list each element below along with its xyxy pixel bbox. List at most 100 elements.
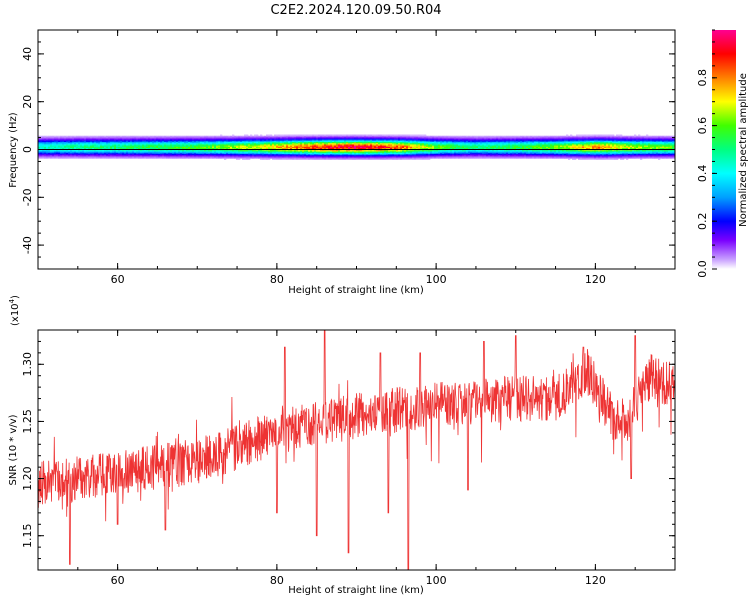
heat-cell bbox=[320, 134, 323, 137]
heat-cell bbox=[164, 146, 167, 149]
heat-cell bbox=[282, 145, 285, 147]
heat-cell bbox=[230, 144, 233, 146]
heat-cell bbox=[136, 144, 139, 146]
heat-cell bbox=[92, 142, 95, 145]
heat-cell bbox=[120, 142, 123, 145]
heat-cell bbox=[292, 138, 295, 140]
heat-cell bbox=[386, 152, 389, 154]
heat-cell bbox=[314, 141, 317, 144]
heat-cell bbox=[526, 145, 529, 147]
heat-cell bbox=[168, 145, 171, 147]
heat-cell bbox=[114, 139, 117, 141]
heat-cell bbox=[206, 147, 209, 150]
heat-cell bbox=[542, 151, 545, 153]
heat-cell bbox=[350, 140, 353, 143]
heat-cell bbox=[40, 141, 43, 144]
heat-cell bbox=[316, 134, 319, 137]
heat-cell bbox=[134, 142, 137, 145]
heat-cell bbox=[244, 153, 247, 156]
heat-cell bbox=[190, 150, 193, 152]
heat-cell bbox=[138, 147, 141, 150]
heat-cell bbox=[496, 152, 499, 154]
heat-cell bbox=[340, 138, 343, 140]
heat-cell bbox=[116, 152, 119, 154]
heat-cell bbox=[452, 142, 455, 145]
heat-cell bbox=[124, 144, 127, 146]
heat-cell bbox=[270, 141, 273, 144]
heat-cell bbox=[182, 140, 185, 143]
heat-cell bbox=[218, 142, 221, 145]
heat-cell bbox=[56, 146, 59, 149]
heat-cell bbox=[164, 136, 167, 139]
heat-cell bbox=[278, 138, 281, 140]
heat-cell bbox=[494, 145, 497, 147]
heat-cell bbox=[480, 140, 483, 143]
heat-cell bbox=[126, 157, 129, 159]
heat-cell bbox=[470, 152, 473, 154]
heat-cell bbox=[498, 144, 501, 146]
heat-cell bbox=[50, 147, 53, 150]
heat-cell bbox=[46, 152, 49, 154]
heat-cell bbox=[194, 145, 197, 147]
heat-cell bbox=[456, 139, 459, 141]
heat-cell bbox=[234, 144, 237, 146]
heat-cell bbox=[166, 151, 169, 153]
heat-cell bbox=[214, 157, 217, 159]
heat-cell bbox=[368, 134, 371, 137]
heat-cell bbox=[470, 145, 473, 147]
heat-cell bbox=[114, 151, 117, 153]
heat-cell bbox=[392, 144, 395, 146]
heat-cell bbox=[88, 136, 91, 139]
heat-cell bbox=[166, 147, 169, 150]
heat-cell bbox=[378, 150, 381, 152]
heat-cell bbox=[342, 151, 345, 153]
heat-cell bbox=[468, 139, 471, 141]
heat-cell bbox=[326, 157, 329, 159]
heat-cell bbox=[286, 158, 289, 160]
heat-cell bbox=[274, 153, 277, 156]
heat-cell bbox=[308, 144, 311, 146]
heat-cell bbox=[224, 140, 227, 143]
heat-cell bbox=[460, 136, 463, 139]
heat-cell bbox=[496, 138, 499, 140]
heat-cell bbox=[528, 135, 531, 138]
heat-cell bbox=[172, 144, 175, 146]
heat-cell bbox=[142, 154, 145, 157]
heat-cell bbox=[460, 139, 463, 141]
heat-cell bbox=[432, 138, 435, 140]
heat-cell bbox=[518, 153, 521, 156]
heat-cell bbox=[328, 145, 331, 147]
heat-cell bbox=[146, 136, 149, 139]
heat-cell bbox=[416, 145, 419, 147]
heat-cell bbox=[90, 156, 93, 158]
heat-cell bbox=[408, 134, 411, 137]
heat-cell bbox=[322, 142, 325, 145]
heat-cell bbox=[478, 144, 481, 146]
heat-cell bbox=[316, 141, 319, 144]
heat-cell bbox=[110, 152, 113, 154]
heat-cell bbox=[366, 144, 369, 146]
heat-cell bbox=[104, 138, 107, 140]
heat-cell bbox=[416, 151, 419, 153]
heat-cell bbox=[366, 153, 369, 156]
heat-cell bbox=[434, 136, 437, 139]
heat-cell bbox=[316, 135, 319, 138]
heat-cell bbox=[252, 152, 255, 154]
heat-cell bbox=[272, 158, 275, 160]
heat-cell bbox=[400, 146, 403, 149]
heat-cell bbox=[90, 139, 93, 141]
heat-cell bbox=[510, 156, 513, 158]
heat-cell bbox=[460, 144, 463, 146]
heat-cell bbox=[252, 157, 255, 159]
heat-cell bbox=[182, 141, 185, 144]
heat-cell bbox=[178, 144, 181, 146]
heat-cell bbox=[70, 141, 73, 144]
heat-cell bbox=[366, 154, 369, 157]
heat-cell bbox=[82, 142, 85, 145]
heat-cell bbox=[128, 139, 131, 141]
heat-cell bbox=[350, 153, 353, 156]
heat-cell bbox=[484, 154, 487, 157]
heat-cell bbox=[204, 144, 207, 146]
heat-cell bbox=[408, 145, 411, 147]
heat-cell bbox=[150, 152, 153, 154]
